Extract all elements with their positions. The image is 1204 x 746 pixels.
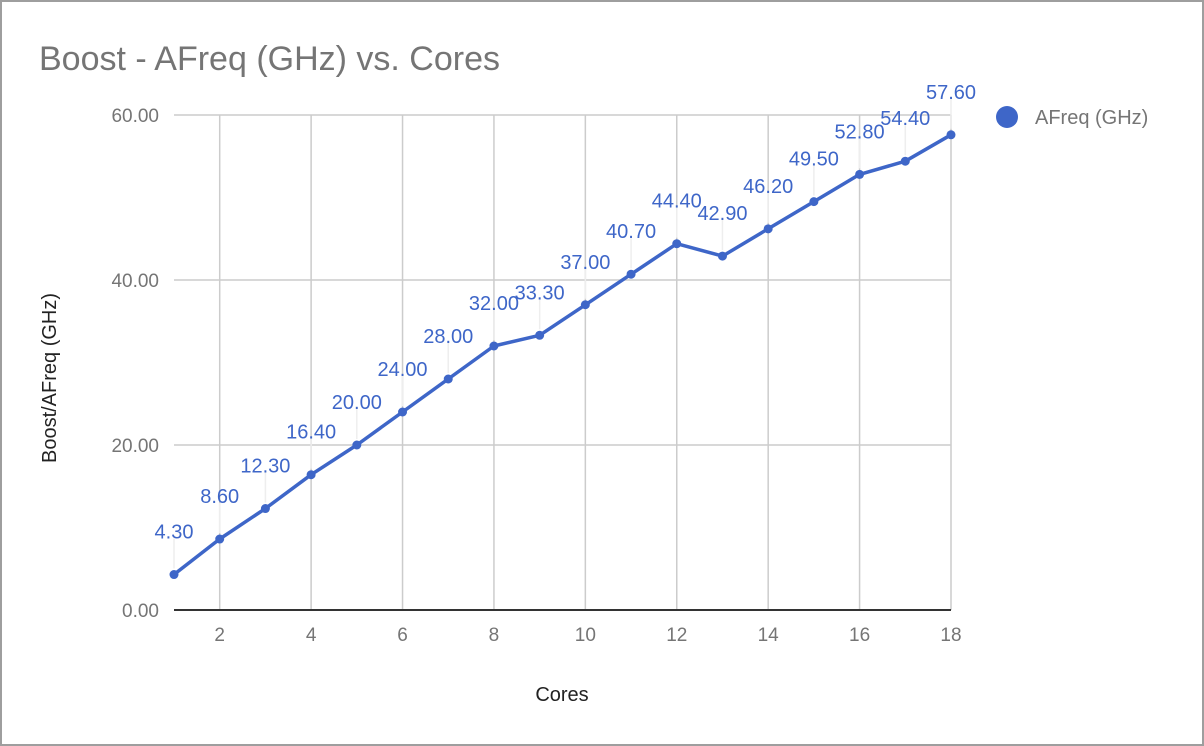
data-label: 16.40 bbox=[286, 422, 336, 444]
data-label: 4.30 bbox=[155, 522, 194, 544]
data-label: 37.00 bbox=[560, 252, 610, 274]
data-label: 54.40 bbox=[880, 108, 930, 130]
data-point bbox=[717, 251, 727, 261]
data-point bbox=[443, 374, 453, 384]
data-point bbox=[306, 470, 316, 480]
data-label: 32.00 bbox=[469, 293, 519, 315]
chart-title: Boost - AFreq (GHz) vs. Cores bbox=[39, 40, 500, 78]
data-label: 24.00 bbox=[377, 359, 427, 381]
series-line bbox=[172, 133, 952, 576]
y-axis-title: Boost/AFreq (GHz) bbox=[39, 293, 61, 463]
x-tick-label: 2 bbox=[214, 625, 225, 646]
data-label-stems bbox=[173, 98, 952, 569]
legend-label: AFreq (GHz) bbox=[1035, 107, 1148, 129]
y-tick-label: 40.00 bbox=[111, 271, 159, 292]
x-axis-ticks: 2 4 6 8 10 12 14 16 18 bbox=[214, 625, 961, 646]
series-afreq bbox=[172, 133, 952, 576]
data-point bbox=[855, 169, 865, 179]
data-point bbox=[580, 300, 590, 310]
data-label: 20.00 bbox=[332, 392, 382, 414]
x-tick-label: 8 bbox=[489, 625, 500, 646]
data-points bbox=[169, 130, 956, 580]
data-label: 12.30 bbox=[240, 456, 290, 478]
x-tick-label: 10 bbox=[575, 625, 596, 646]
legend[interactable]: AFreq (GHz) bbox=[996, 106, 1148, 129]
y-tick-label: 20.00 bbox=[111, 436, 159, 457]
data-label: 44.40 bbox=[652, 191, 702, 213]
y-tick-label: 0.00 bbox=[122, 601, 159, 622]
x-tick-label: 6 bbox=[397, 625, 408, 646]
data-label: 52.80 bbox=[835, 121, 885, 143]
x-tick-label: 4 bbox=[306, 625, 317, 646]
x-tick-label: 12 bbox=[666, 625, 687, 646]
data-point bbox=[763, 224, 773, 234]
x-tick-label: 18 bbox=[940, 625, 961, 646]
data-point bbox=[215, 534, 225, 544]
data-point bbox=[900, 156, 910, 166]
data-point bbox=[260, 504, 270, 514]
x-axis-title: Cores bbox=[535, 684, 588, 706]
data-point bbox=[169, 570, 179, 580]
legend-marker-icon bbox=[996, 106, 1018, 128]
data-point bbox=[672, 239, 682, 249]
data-point bbox=[946, 130, 956, 140]
data-point bbox=[489, 341, 499, 351]
data-label: 8.60 bbox=[200, 486, 239, 508]
data-label: 42.90 bbox=[697, 203, 747, 225]
y-tick-label: 60.00 bbox=[111, 106, 159, 127]
data-label: 40.70 bbox=[606, 221, 656, 243]
x-tick-label: 16 bbox=[849, 625, 870, 646]
data-label: 33.30 bbox=[515, 282, 565, 304]
data-label: 49.50 bbox=[789, 149, 839, 171]
data-point bbox=[352, 440, 362, 450]
data-label: 28.00 bbox=[423, 326, 473, 348]
data-label: 46.20 bbox=[743, 176, 793, 198]
data-point bbox=[398, 407, 408, 417]
data-label: 57.60 bbox=[926, 82, 976, 104]
data-point bbox=[809, 197, 819, 207]
x-tick-label: 14 bbox=[758, 625, 780, 646]
y-axis-ticks: 0.00 20.00 40.00 60.00 bbox=[111, 106, 159, 622]
data-point bbox=[626, 269, 636, 279]
data-point bbox=[535, 330, 545, 340]
